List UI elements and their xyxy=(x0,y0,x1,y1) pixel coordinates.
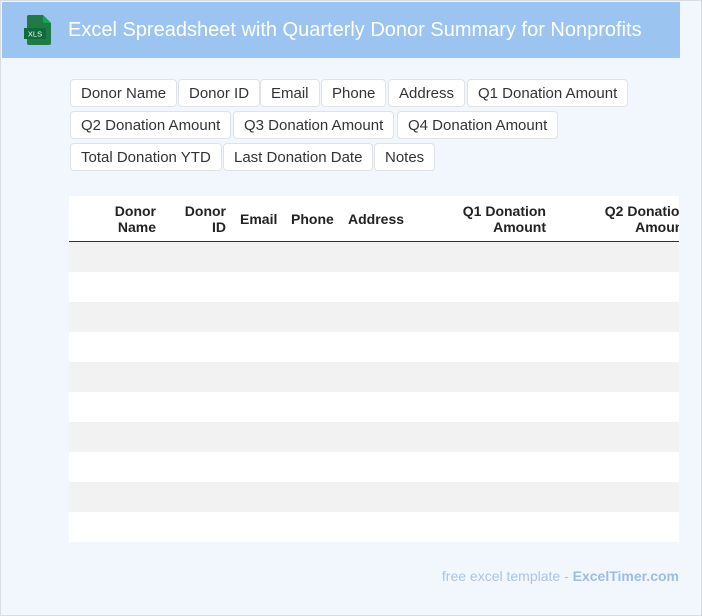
field-chip-q2-donation-amount: Q2 Donation Amount xyxy=(70,111,232,139)
column-header-phone[interactable]: Phone xyxy=(291,210,334,227)
table-row[interactable] xyxy=(69,362,679,392)
svg-text:XLS: XLS xyxy=(28,30,42,39)
field-chip-address: Address xyxy=(388,79,466,107)
column-header-address[interactable]: Address xyxy=(348,210,405,227)
donor-table[interactable]: Donor Name Donor ID Email Phone Address Q1… xyxy=(69,196,679,542)
field-chip-email: Email xyxy=(260,79,320,107)
field-chip-q3-donation-amount: Q3 Donation Amount xyxy=(233,111,395,139)
column-header-q1-donation-amount[interactable]: Q1 Donation Amount xyxy=(462,202,546,235)
column-header-donor-name[interactable]: Donor Name xyxy=(114,202,156,235)
field-chip-donor-name: Donor Name xyxy=(70,79,178,107)
field-chip-last-donation-date: Last Donation Date xyxy=(223,143,374,171)
table-row[interactable] xyxy=(69,512,679,542)
table-header: Donor Name Donor ID Email Phone Address Q1… xyxy=(69,196,679,242)
table-row[interactable] xyxy=(69,482,679,512)
field-chip-phone: Phone xyxy=(321,79,387,107)
field-chip-q4-donation-amount: Q4 Donation Amount xyxy=(397,111,559,139)
table-row[interactable] xyxy=(69,332,679,362)
right-margin xyxy=(680,2,701,614)
table-row[interactable] xyxy=(69,452,679,482)
table-row[interactable] xyxy=(69,302,679,332)
footer-brand-link[interactable]: ExcelTimer.com xyxy=(572,568,679,584)
field-chip-q1-donation-amount: Q1 Donation Amount xyxy=(467,79,629,107)
column-header-email[interactable]: Email xyxy=(240,210,278,227)
table-row[interactable] xyxy=(69,392,679,422)
footer-prefix: free excel template - xyxy=(441,568,573,584)
table-row[interactable] xyxy=(69,272,679,302)
column-header-donor-id[interactable]: Donor ID xyxy=(184,202,226,235)
xls-file-icon: XLS xyxy=(24,15,51,45)
table-body xyxy=(69,242,679,542)
footer-credit: free excel template - ExcelTimer.com xyxy=(442,567,679,585)
field-chip-total-donation-ytd: Total Donation YTD xyxy=(70,143,222,171)
title-bar: XLS Excel Spreadsheet with Quarterly Don… xyxy=(2,2,680,58)
table-row[interactable] xyxy=(69,422,679,452)
field-chip-notes: Notes xyxy=(374,143,436,171)
field-chip-donor-id: Donor ID xyxy=(178,79,261,107)
table-row[interactable] xyxy=(69,242,679,272)
page-title: Excel Spreadsheet with Quarterly Donor S… xyxy=(68,19,642,41)
